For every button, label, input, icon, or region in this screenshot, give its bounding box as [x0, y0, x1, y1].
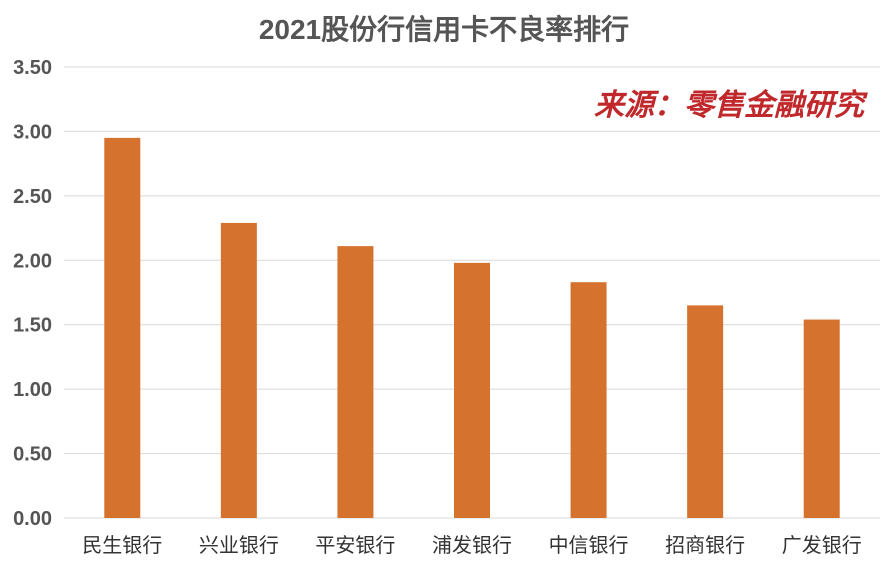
- x-tick-label: 浦发银行: [432, 533, 512, 557]
- y-tick-label: 0.00: [13, 508, 52, 530]
- bar: [337, 246, 374, 518]
- y-tick-label: 1.00: [13, 379, 52, 401]
- bar: [687, 305, 724, 518]
- bar: [803, 319, 840, 518]
- x-tick-label: 兴业银行: [199, 533, 279, 557]
- y-tick-label: 2.50: [13, 186, 52, 208]
- y-axis-ticks: 0.00 0.50 1.00 1.50 2.00 2.50 3.00 3.50: [13, 57, 52, 530]
- source-note: 来源：零售金融研究: [594, 88, 864, 123]
- bars: [104, 137, 840, 518]
- y-tick-label: 0.50: [13, 444, 52, 466]
- bar: [570, 282, 607, 518]
- x-tick-label: 招商银行: [665, 533, 745, 557]
- bar: [220, 222, 257, 518]
- y-tick-label: 1.50: [13, 315, 52, 337]
- x-tick-label: 中信银行: [549, 533, 629, 557]
- y-tick-label: 3.50: [13, 57, 52, 79]
- x-tick-label: 民生银行: [82, 533, 162, 557]
- chart-title: 2021股份行信用卡不良率排行: [258, 14, 630, 45]
- x-tick-label: 平安银行: [315, 533, 395, 557]
- y-tick-label: 2.00: [13, 250, 52, 272]
- x-tick-label: 广发银行: [782, 533, 862, 557]
- bar: [454, 262, 490, 518]
- bar: [104, 137, 141, 518]
- y-tick-label: 3.00: [13, 121, 52, 143]
- x-axis-ticks: 民生银行 兴业银行 平安银行 浦发银行 中信银行 招商银行 广发银行: [82, 533, 861, 557]
